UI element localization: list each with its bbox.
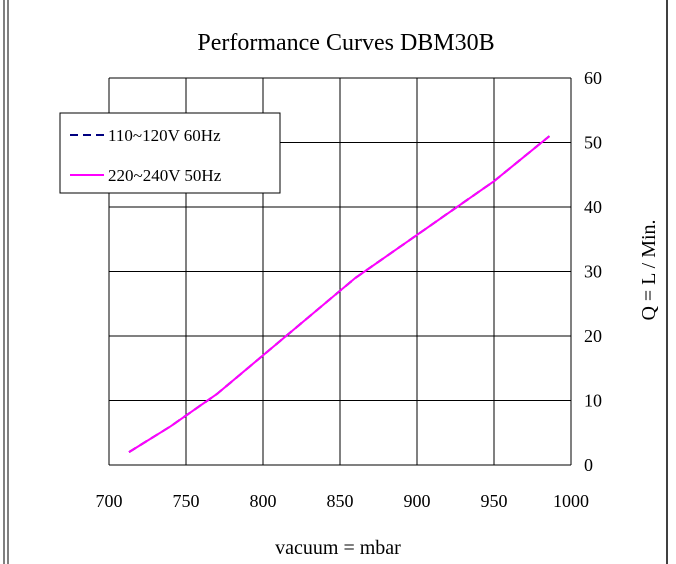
- x-axis-label: vacuum = mbar: [275, 537, 401, 559]
- legend-label: 220~240V 50Hz: [108, 166, 222, 185]
- x-tick-label: 850: [327, 491, 354, 511]
- y-tick-label: 30: [584, 262, 602, 282]
- y-tick-label: 20: [584, 326, 602, 346]
- y-tick-label: 60: [584, 68, 602, 88]
- legend-label: 110~120V 60Hz: [108, 126, 221, 145]
- legend: 110~120V 60Hz 220~240V 50Hz: [59, 112, 281, 194]
- x-tick-label: 750: [173, 491, 200, 511]
- data-series: [128, 135, 551, 453]
- x-tick-label: 900: [404, 491, 431, 511]
- y-tick-label: 10: [584, 391, 602, 411]
- x-tick-label: 700: [96, 491, 123, 511]
- series-line: [128, 135, 551, 453]
- x-tick-labels: 700 750 800 850 900 950 1000: [96, 491, 590, 511]
- y-tick-label: 0: [584, 455, 593, 475]
- x-tick-label: 800: [250, 491, 277, 511]
- x-tick-label: 950: [481, 491, 508, 511]
- y-tick-label: 40: [584, 197, 602, 217]
- legend-box: [59, 112, 281, 194]
- y-tick-label: 50: [584, 133, 602, 153]
- chart-title: Performance Curves DBM30B: [197, 30, 494, 56]
- y-tick-labels: 0 10 20 30 40 50 60: [584, 68, 602, 475]
- y-axis-label: Q = L / Min.: [638, 219, 660, 320]
- x-tick-label: 1000: [553, 491, 589, 511]
